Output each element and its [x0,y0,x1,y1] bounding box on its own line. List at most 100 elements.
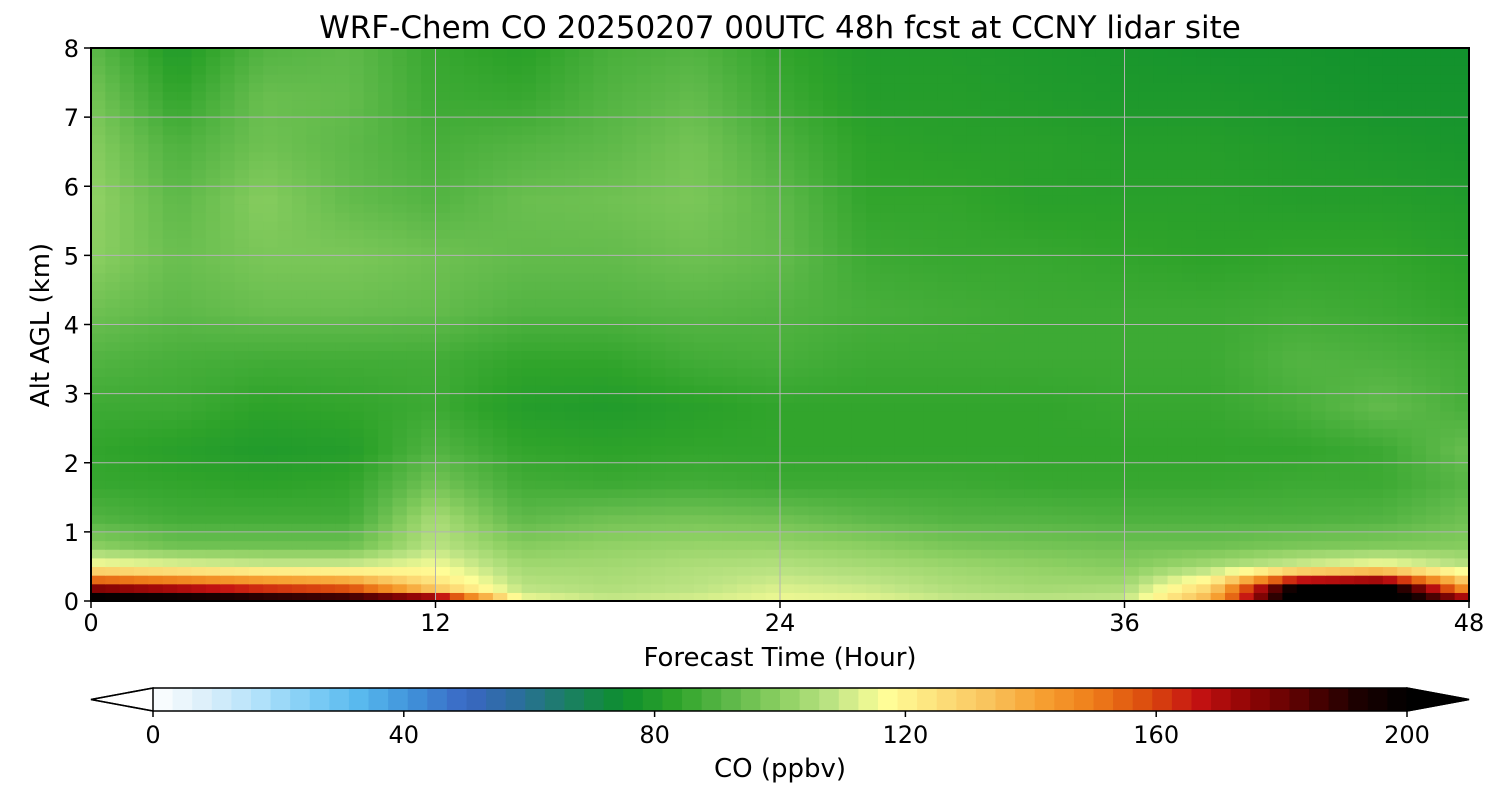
heatmap-cell [177,315,193,326]
heatmap-cell [1354,246,1370,256]
heatmap-cell [1110,454,1126,464]
heatmap-cell [1282,194,1298,205]
heatmap-cell [421,480,437,490]
heatmap-cell [1440,289,1456,300]
heatmap-cell [622,341,638,352]
heatmap-cell [1067,480,1083,490]
heatmap-cell [91,557,106,568]
heatmap-cell [1311,341,1327,352]
heatmap-cell [693,592,709,601]
heatmap-cell [1425,376,1441,386]
heatmap-cell [837,151,853,161]
heatmap-cell [535,393,551,403]
heatmap-cell [679,307,695,317]
heatmap-cell [105,281,121,291]
heatmap-cell [1440,575,1456,585]
heatmap-cell [622,359,638,369]
heatmap-cell [1440,488,1456,498]
heatmap-cell [866,367,882,377]
heatmap-cell [521,229,537,239]
heatmap-cell [1296,531,1312,542]
heatmap-cell [765,557,781,568]
heatmap-cell [220,341,236,352]
heatmap-cell [1397,540,1413,550]
heatmap-cell [665,186,681,196]
heatmap-cell [665,367,681,377]
heatmap-cell [162,575,178,585]
heatmap-cell [1440,272,1456,282]
heatmap-cell [995,186,1011,196]
heatmap-cell [550,445,566,455]
heatmap-cell [220,238,236,248]
heatmap-cell [823,462,839,472]
heatmap-cell [378,471,394,481]
heatmap-cell [205,480,221,490]
heatmap-cell [1397,514,1413,524]
heatmap-cell [392,462,408,472]
heatmap-cell [952,436,968,447]
heatmap-cell [1411,480,1427,490]
heatmap-cell [1024,419,1039,429]
heatmap-cell [435,575,451,585]
heatmap-cell [1024,566,1039,576]
heatmap-cell [636,168,652,179]
heatmap-cell [1153,505,1169,516]
heatmap-cell [363,324,379,334]
heatmap-cell [995,454,1011,464]
heatmap-cell [220,410,236,421]
heatmap-cell [535,238,551,248]
heatmap-cell [234,238,250,248]
heatmap-cell [693,376,709,386]
heatmap-cell [1052,203,1068,213]
heatmap-cell [1181,428,1197,438]
heatmap-cell [478,575,494,585]
heatmap-cell [521,376,537,386]
heatmap-cell [1239,393,1255,403]
heatmap-cell [291,402,307,412]
heatmap-cell [1311,151,1327,161]
heatmap-cell [306,531,322,542]
heatmap-cell [693,384,709,395]
heatmap-cell [1311,298,1327,308]
heatmap-cell [363,212,379,222]
heatmap-cell [1325,557,1341,568]
heatmap-cell [105,549,121,559]
heatmap-cell [478,488,494,498]
heatmap-cell [937,402,953,412]
heatmap-cell [1138,471,1154,481]
heatmap-cell [980,307,996,317]
heatmap-cell [1239,445,1255,455]
heatmap-cell [550,307,566,317]
heatmap-cell [1095,177,1111,187]
heatmap-cell [220,168,236,179]
heatmap-cell [837,436,853,447]
heatmap-cell [980,384,996,395]
heatmap-cell [780,402,795,412]
heatmap-cell [1239,272,1255,282]
heatmap-cell [349,212,365,222]
heatmap-cell [1311,523,1327,533]
heatmap-cell [478,445,494,455]
heatmap-cell [507,393,523,403]
heatmap-cell [1311,480,1327,490]
heatmap-cell [923,497,939,507]
heatmap-cell [492,315,508,326]
heatmap-cell [909,480,925,490]
heatmap-cell [1009,410,1025,421]
heatmap-cell [722,454,738,464]
heatmap-cell [435,402,451,412]
heatmap-cell [234,523,250,533]
heatmap-cell [277,557,293,568]
heatmap-cell [191,497,207,507]
heatmap-cell [1325,272,1341,282]
heatmap-cell [923,557,939,568]
heatmap-cell [1282,514,1298,524]
heatmap-cell [1224,220,1240,231]
heatmap-cell [823,376,839,386]
heatmap-cell [679,367,695,377]
heatmap-cell [535,298,551,308]
heatmap-cell [1038,359,1054,369]
heatmap-cell [1138,488,1154,498]
heatmap-cell [966,540,982,550]
heatmap-cell [1124,376,1140,386]
